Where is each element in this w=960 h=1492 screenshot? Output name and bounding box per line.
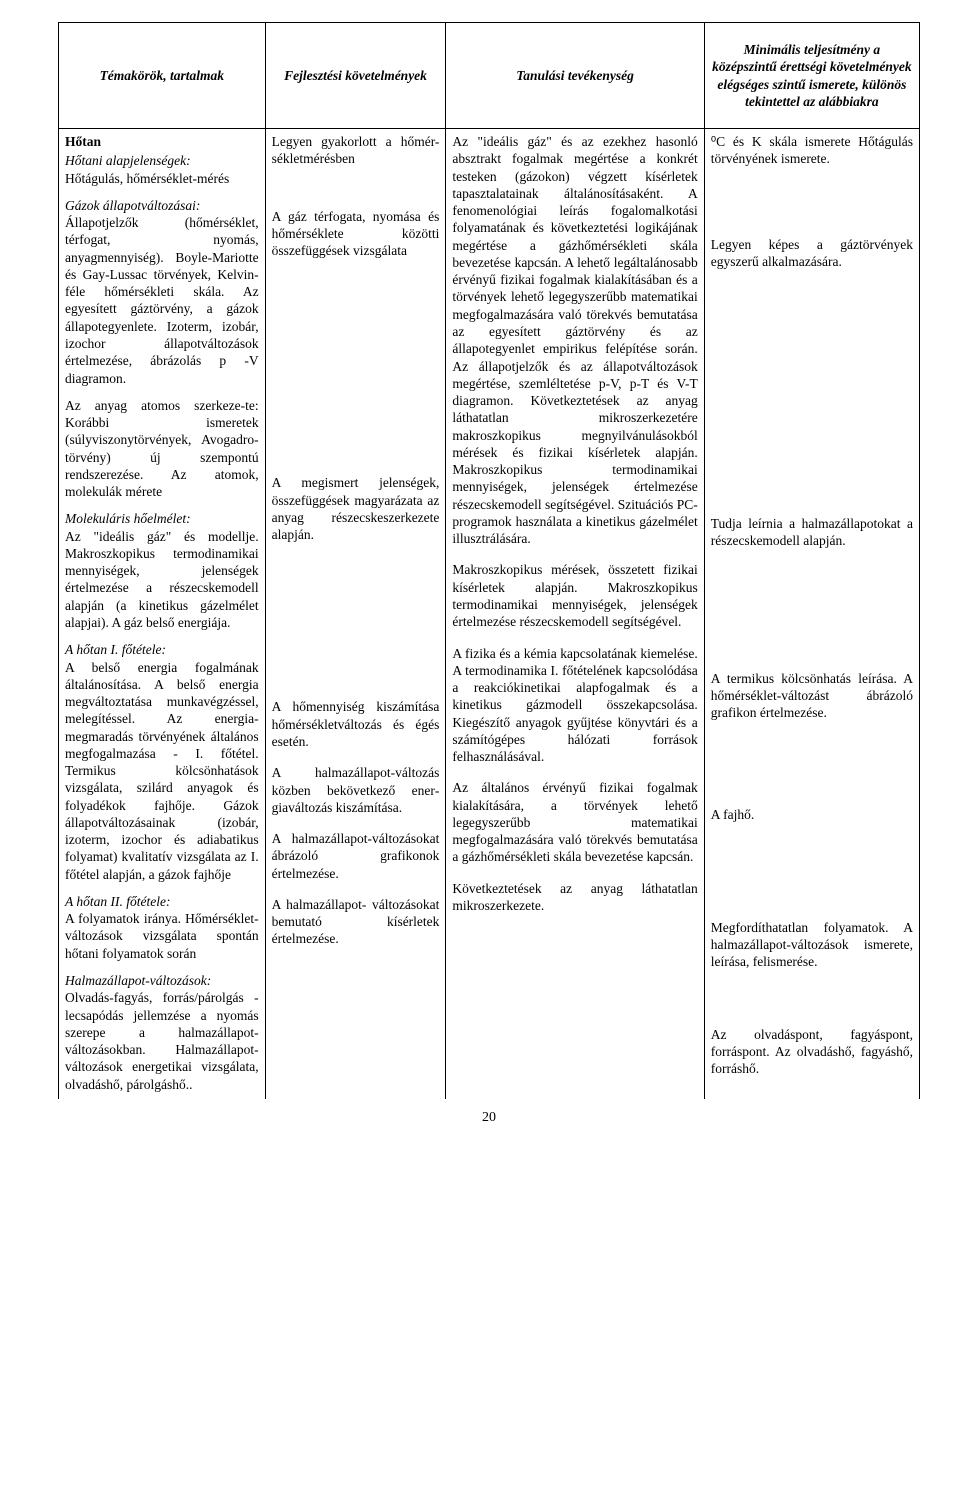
header-col3: Tanulási tevékenység <box>446 23 704 129</box>
text: ⁰C és K skála ismerete Hőtágulás törvény… <box>711 133 913 168</box>
subhead: Halmazállapot-változások: <box>65 973 211 988</box>
text: Az "ideális gáz" és modellje. Makroszkop… <box>65 529 259 630</box>
text: A megismert jelenségek, összefüggések ma… <box>272 474 440 543</box>
text: Tudja leírnia a halmazállapotokat a rész… <box>711 515 913 550</box>
text: Megfordíthatatlan folyamatok. A halmazál… <box>711 919 913 971</box>
cell-minimum: ⁰C és K skála ismerete Hőtágulás törvény… <box>704 129 919 1099</box>
table-body-row: Hőtan Hőtani alapjelenségek: Hőtágulás, … <box>59 129 920 1099</box>
header-col4: Minimális teljesítmény a középszintű ére… <box>704 23 919 129</box>
text: Állapotjelzők (hőmérséklet, térfogat, ny… <box>65 215 259 385</box>
text: Legyen képes a gáztörvények egyszerű alk… <box>711 236 913 271</box>
topic-title: Hőtan <box>65 134 101 149</box>
text: Hőtágulás, hőmérséklet-mérés <box>65 171 229 186</box>
curriculum-table: Témakörök, tartalmak Fejlesztési követel… <box>58 22 920 1099</box>
cell-activities: Az "ideális gáz" és az ezekhez hasonló a… <box>446 129 704 1099</box>
text: Az anyag atomos szerkeze-te: Korábbi ism… <box>65 397 259 501</box>
text: Az általános érvényű fizikai fo­galmak k… <box>452 779 697 865</box>
text: A halmazállapot-változás közben bekövetk… <box>272 764 440 816</box>
text: A hőmennyiség kiszámítása hőmérsékletvál… <box>272 698 440 750</box>
page-number: 20 <box>58 1109 920 1127</box>
text: Legyen gyakorlott a hőmér-sékletmérésben <box>272 133 440 168</box>
text: Makroszkopikus mérések, összetett fizika… <box>452 561 697 630</box>
text: A fajhő. <box>711 806 913 823</box>
text: A belső energia fogalmának általánosítás… <box>65 660 259 882</box>
subhead: Hőtani alapjelenségek: <box>65 153 191 168</box>
header-col1: Témakörök, tartalmak <box>59 23 266 129</box>
text: A halmazállapot- változá­sokat bemutató … <box>272 896 440 948</box>
cell-requirements: Legyen gyakorlott a hőmér-sékletmérésben… <box>265 129 446 1099</box>
text: A halmazállapot-változá­sokat ábrázoló g… <box>272 830 440 882</box>
table-header-row: Témakörök, tartalmak Fejlesztési követel… <box>59 23 920 129</box>
text: A termikus kölcsönhatás leírása. A hőmér… <box>711 670 913 722</box>
subhead: Gázok állapotváltozásai: <box>65 198 200 213</box>
text: Az "ideális gáz" és az ezekhez hasonló a… <box>452 133 697 547</box>
text: Az olvadáspont, fagyáspont, forráspont. … <box>711 1026 913 1078</box>
text: A gáz térfogata, nyomása és hőmérséklete… <box>272 208 440 260</box>
subhead: A hőtan II. főtétele: <box>65 894 170 909</box>
header-col2: Fejlesztési követelmények <box>265 23 446 129</box>
subhead: A hőtan I. főtétele: <box>65 642 166 657</box>
text: Következtetések az anyag láthatat­lan mi… <box>452 880 697 915</box>
text: A folyamatok iránya. Hőmérséklet-változá… <box>65 911 259 961</box>
subhead: Molekuláris hőelmélet: <box>65 511 191 526</box>
text: A fizika és a kémia kapcsolatának kiemel… <box>452 645 697 766</box>
text: Olvadás-fagyás, forrás/párol­gás - lecsa… <box>65 990 259 1091</box>
cell-topics: Hőtan Hőtani alapjelenségek: Hőtágulás, … <box>59 129 266 1099</box>
